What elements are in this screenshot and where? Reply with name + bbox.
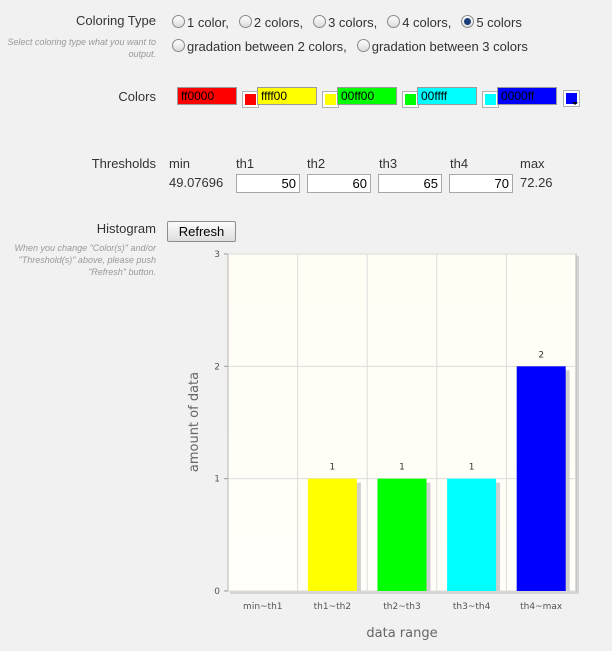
coloring-option-5[interactable]: 5 colors	[461, 15, 522, 30]
bar-shadow	[381, 482, 431, 591]
color-4-input[interactable]	[417, 87, 477, 105]
y-tick-label: 2	[214, 362, 220, 372]
bar-value-label: 1	[399, 463, 405, 473]
thresholds-label: Thresholds	[91, 156, 156, 171]
coloring-option-7[interactable]: gradation between 3 colors	[356, 39, 528, 54]
threshold-th1-input[interactable]	[236, 174, 300, 193]
threshold-header-th4: th4	[450, 156, 469, 171]
x-axis-title: data range	[366, 626, 437, 641]
coloring-option-radio[interactable]	[172, 39, 185, 52]
swatch-fill	[245, 94, 256, 105]
coloring-option-label: 5 colors	[476, 15, 522, 30]
coloring-option-label: 1 color,	[187, 15, 229, 30]
coloring-option-label: 3 colors,	[328, 15, 378, 30]
color-3-input[interactable]	[337, 87, 397, 105]
threshold-header-th3: th3	[379, 156, 398, 171]
coloring-type-row-2: gradation between 2 colors, gradation bet…	[172, 39, 538, 54]
coloring-option-2[interactable]: 2 colors,	[238, 15, 304, 30]
threshold-th3-input[interactable]	[378, 174, 442, 193]
y-axis-title: amount of data	[187, 372, 202, 472]
refresh-button[interactable]: Refresh	[167, 221, 236, 242]
coloring-option-radio[interactable]	[172, 15, 185, 28]
bar-th1~th2	[307, 478, 357, 591]
x-tick-label: th4~max	[520, 602, 563, 612]
color-5-swatch[interactable]	[563, 90, 580, 107]
x-tick-label: th1~th2	[314, 602, 351, 612]
coloring-option-label: gradation between 2 colors,	[187, 39, 347, 54]
coloring-option-label: 2 colors,	[253, 15, 304, 30]
y-tick-label: 1	[214, 475, 220, 485]
plot-area	[227, 253, 577, 592]
swatch-fill	[325, 94, 336, 105]
x-tick-label: th2~th3	[383, 602, 420, 612]
color-1-input[interactable]	[177, 87, 237, 105]
coloring-option-label: gradation between 3 colors	[371, 39, 528, 54]
threshold-header-max: max	[520, 156, 545, 171]
bar-value-label: 1	[330, 463, 336, 473]
bar-value-label: 2	[538, 350, 544, 360]
threshold-th2-input[interactable]	[307, 174, 371, 193]
threshold-header-th1: th1	[236, 156, 255, 171]
coloring-option-radio[interactable]	[313, 15, 327, 28]
coloring-option-radio[interactable]	[461, 15, 475, 28]
bar-shadow	[520, 370, 570, 591]
threshold-th4-input[interactable]	[449, 174, 513, 193]
coloring-type-hint: Select coloring type what you want to ou…	[7, 37, 156, 59]
histogram-label: Histogram	[96, 221, 156, 236]
x-tick-label: th3~th4	[453, 602, 491, 612]
threshold-min-value: 49.07696	[169, 175, 224, 190]
bar-shadow	[451, 482, 501, 591]
plot-shadow	[230, 256, 579, 594]
x-tick-label: min~th1	[243, 602, 282, 612]
y-tick-label: 0	[214, 587, 220, 597]
coloring-type-label: Coloring Type	[76, 13, 156, 28]
bar-th4~max	[516, 366, 566, 591]
swatch-fill	[405, 94, 416, 105]
color-5-input[interactable]	[497, 87, 557, 105]
threshold-header-th2: th2	[307, 156, 326, 171]
swatch-fill	[566, 93, 577, 104]
threshold-header-min: min	[169, 156, 190, 171]
colors-label: Colors	[118, 89, 156, 104]
bar-shadow	[311, 482, 361, 591]
dropdown-arrow-icon	[572, 102, 578, 105]
coloring-option-radio[interactable]	[238, 15, 252, 28]
bar-value-label: 1	[469, 463, 475, 473]
coloring-option-radio[interactable]	[356, 39, 370, 52]
coloring-option-1[interactable]: 1 color,	[172, 15, 229, 30]
coloring-type-row-1: 1 color, 2 colors, 3 colors, 4 colors, 5 col…	[172, 15, 532, 30]
coloring-option-6[interactable]: gradation between 2 colors,	[172, 39, 347, 54]
y-tick-label: 3	[214, 250, 220, 260]
bar-th2~th3	[377, 478, 427, 591]
coloring-option-radio[interactable]	[387, 15, 401, 28]
threshold-max-value: 72.26	[520, 175, 553, 190]
color-2-input[interactable]	[257, 87, 317, 105]
swatch-fill	[485, 94, 496, 105]
coloring-option-label: 4 colors,	[402, 15, 452, 30]
coloring-option-3[interactable]: 3 colors,	[313, 15, 377, 30]
histogram-hint: When you change "Color(s)" and/or "Thres…	[14, 243, 156, 277]
bar-th3~th4	[447, 478, 497, 591]
coloring-option-4[interactable]: 4 colors,	[387, 15, 451, 30]
